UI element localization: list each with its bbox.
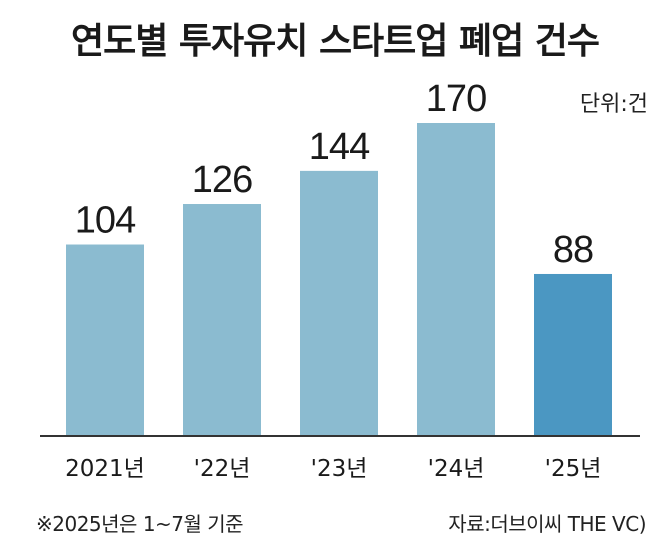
x-tick-label-3: '24년 bbox=[428, 456, 485, 482]
footnote: ※2025년은 1~7월 기준 bbox=[36, 512, 244, 536]
bar-2 bbox=[300, 170, 378, 436]
bar-value-label-3: 170 bbox=[426, 78, 486, 120]
bar-0 bbox=[66, 244, 144, 436]
unit-label: 단위:건 bbox=[579, 92, 648, 117]
bar-value-label-0: 104 bbox=[75, 200, 136, 242]
x-tick-label-0: 2021년 bbox=[65, 456, 145, 482]
bar-value-label-1: 126 bbox=[192, 159, 252, 201]
x-tick-label-1: '22년 bbox=[194, 456, 251, 482]
chart-title: 연도별 투자유치 스타트업 폐업 건수 bbox=[71, 21, 600, 62]
bar-value-label-4: 88 bbox=[553, 229, 593, 271]
bar-1 bbox=[183, 204, 261, 436]
x-tick-label-2: '23년 bbox=[311, 456, 368, 482]
bar-3 bbox=[417, 123, 495, 436]
source-label: 자료:더브이씨 THE VC) bbox=[448, 512, 646, 536]
bar-4 bbox=[534, 273, 612, 436]
x-tick-label-4: '25년 bbox=[545, 456, 602, 482]
bar-value-label-2: 144 bbox=[309, 126, 370, 168]
